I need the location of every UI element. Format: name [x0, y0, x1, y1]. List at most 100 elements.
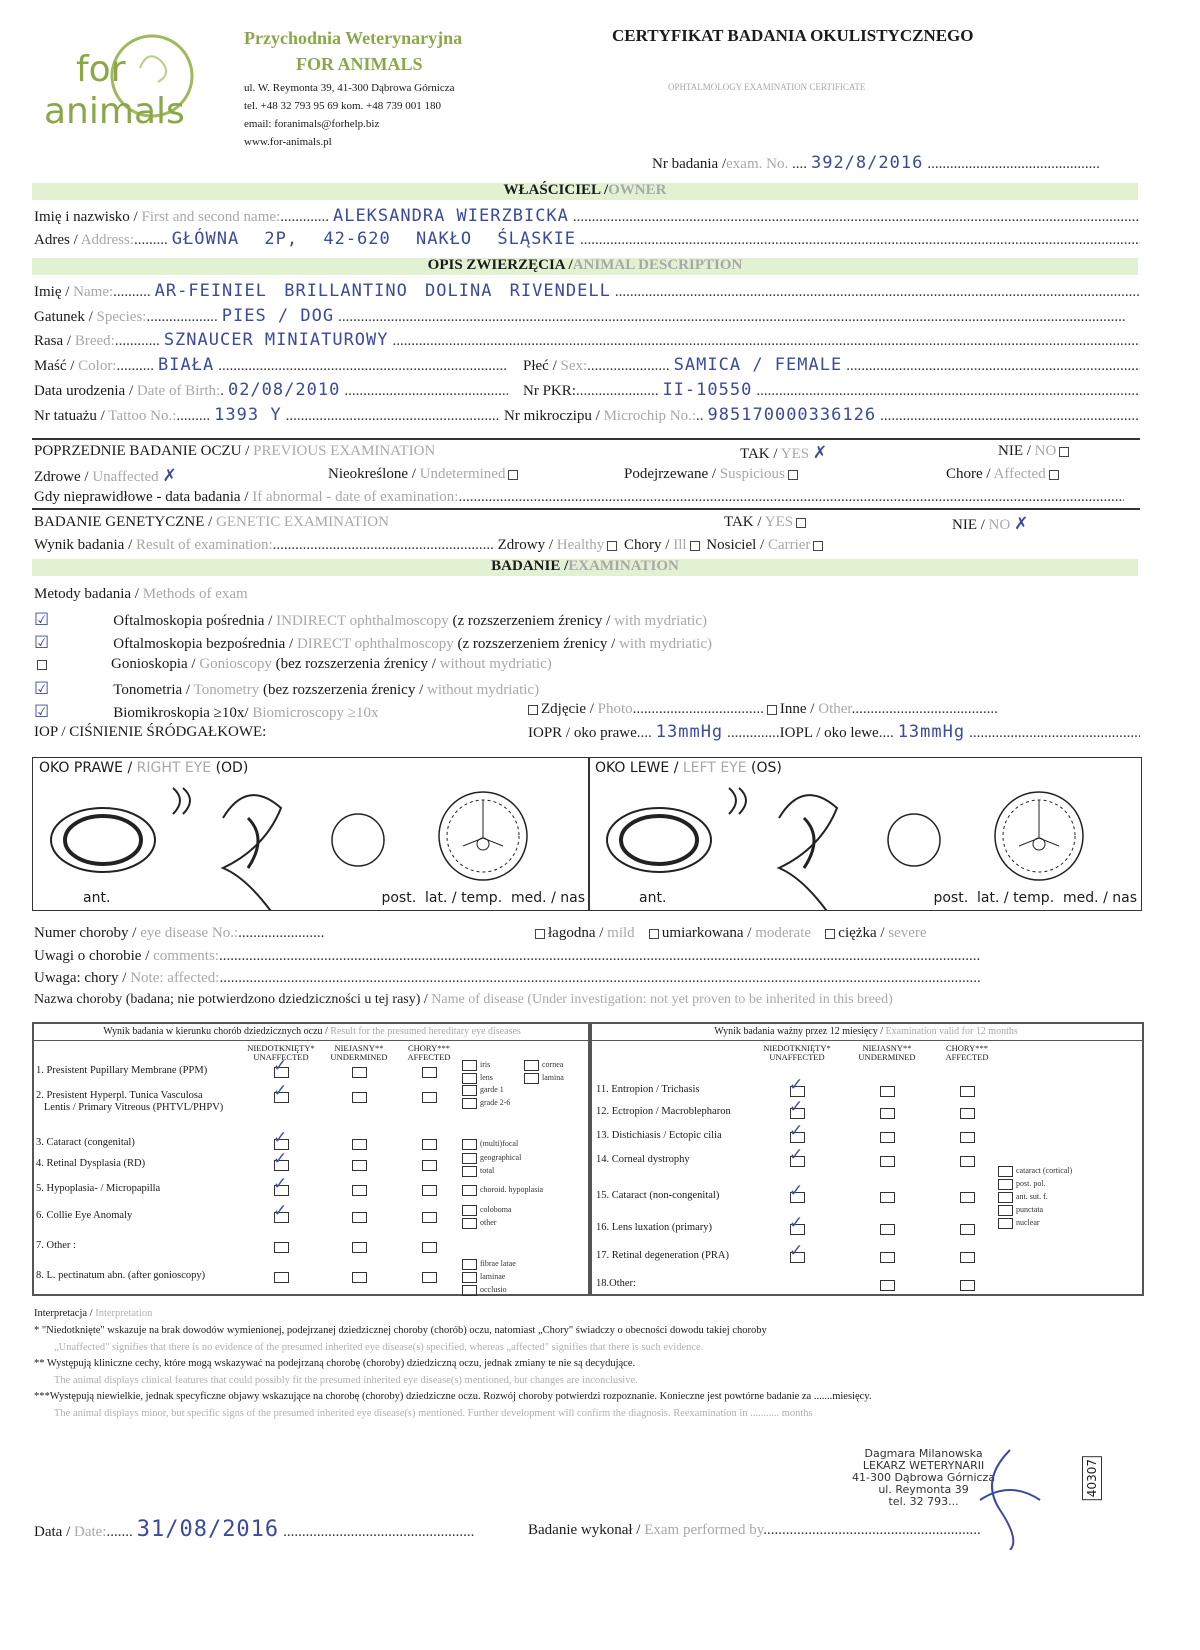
- affected-checkbox[interactable]: [960, 1086, 975, 1097]
- undetermined-checkbox[interactable]: [352, 1272, 367, 1283]
- sub-option-checkbox[interactable]: [998, 1179, 1013, 1190]
- checkbox[interactable]: [508, 469, 519, 480]
- undetermined-checkbox[interactable]: [880, 1086, 895, 1097]
- mild-checkbox[interactable]: [535, 928, 545, 939]
- left-eye-diagram[interactable]: OKO LEWE / LEFT EYE (OS) ant. post. lat.…: [588, 757, 1142, 911]
- sub-option-checkbox[interactable]: [462, 1139, 477, 1150]
- ill-checkbox[interactable]: [689, 540, 700, 551]
- moderate-checkbox[interactable]: [648, 928, 659, 939]
- undetermined-checkbox[interactable]: [352, 1139, 367, 1150]
- undetermined-checkbox[interactable]: [880, 1224, 895, 1235]
- affected-checkbox[interactable]: [422, 1212, 437, 1223]
- undetermined-checkbox[interactable]: [352, 1067, 367, 1078]
- affected-checkbox[interactable]: [422, 1272, 437, 1283]
- checkbox[interactable]: [787, 469, 798, 480]
- affected-checkbox[interactable]: [422, 1139, 437, 1150]
- unaffected-checkbox[interactable]: [274, 1242, 289, 1253]
- unaffected-checkbox[interactable]: [274, 1139, 289, 1150]
- method-item[interactable]: ☑ Biomikroskopia ≥10x/ Biomicroscopy ≥10x: [34, 702, 378, 722]
- undetermined-checkbox[interactable]: [352, 1185, 367, 1196]
- sub-option-checkbox[interactable]: [462, 1205, 477, 1216]
- checkbox[interactable]: [1048, 469, 1059, 480]
- photo-option[interactable]: Zdjęcie / Photo.........................…: [525, 701, 998, 718]
- checkbox[interactable]: [796, 517, 807, 528]
- right-eye-diagram[interactable]: OKO PRAWE / RIGHT EYE (OD) ant. post. la…: [32, 757, 590, 911]
- method-item[interactable]: Gonioskopia / Gonioscopy (bez rozszerzen…: [34, 656, 552, 673]
- undetermined-checkbox[interactable]: [352, 1160, 367, 1171]
- affected-checkbox[interactable]: [960, 1280, 975, 1291]
- unaffected-checkbox[interactable]: [274, 1272, 289, 1283]
- affected-checkbox[interactable]: [960, 1132, 975, 1143]
- affected-checkbox[interactable]: [960, 1156, 975, 1167]
- sub-option-checkbox[interactable]: [462, 1166, 477, 1177]
- affected-checkbox[interactable]: [422, 1067, 437, 1078]
- sub-option-checkbox[interactable]: [462, 1259, 477, 1270]
- affected-checkbox[interactable]: [960, 1252, 975, 1263]
- sub-option-checkbox[interactable]: [998, 1218, 1013, 1229]
- affected-option[interactable]: Chore / Affected: [946, 466, 1062, 483]
- other-checkbox[interactable]: [766, 704, 777, 715]
- sub-option-checkbox[interactable]: [462, 1060, 477, 1071]
- genetic-yes-option[interactable]: TAK / YES: [724, 514, 809, 531]
- sub-option-checkbox[interactable]: [998, 1205, 1013, 1216]
- unaffected-checkbox[interactable]: [790, 1108, 805, 1119]
- checked-mark[interactable]: ☑: [34, 633, 50, 653]
- affected-checkbox[interactable]: [422, 1242, 437, 1253]
- healthy-checkbox[interactable]: [607, 540, 618, 551]
- checked-mark[interactable]: ☑: [34, 610, 50, 630]
- unaffected-checkbox[interactable]: [274, 1160, 289, 1171]
- affected-checkbox[interactable]: [422, 1092, 437, 1103]
- unaffected-option[interactable]: Zdrowe / Unaffected ✗: [34, 466, 177, 486]
- previous-no-option[interactable]: NIE / NO: [998, 443, 1072, 460]
- unaffected-checkbox[interactable]: [274, 1067, 289, 1078]
- sub-option-checkbox[interactable]: [998, 1166, 1013, 1177]
- unaffected-checkbox[interactable]: [274, 1092, 289, 1103]
- previous-yes-option[interactable]: TAK / YES ✗: [740, 443, 827, 463]
- method-item[interactable]: ☑ Oftalmoskopia bezpośrednia / DIRECT oph…: [34, 633, 712, 653]
- affected-checkbox[interactable]: [960, 1192, 975, 1203]
- unaffected-checkbox[interactable]: [790, 1086, 805, 1097]
- carrier-checkbox[interactable]: [813, 540, 824, 551]
- unaffected-checkbox[interactable]: [790, 1252, 805, 1263]
- unaffected-checkbox[interactable]: [790, 1224, 805, 1235]
- undetermined-option[interactable]: Nieokreślone / Undetermined: [328, 466, 521, 483]
- sub-option-checkbox[interactable]: [462, 1285, 477, 1296]
- sub-option-checkbox[interactable]: [462, 1218, 477, 1229]
- genetic-no-option[interactable]: NIE / NO ✗: [952, 514, 1028, 534]
- checked-mark[interactable]: ☑: [34, 679, 50, 699]
- undetermined-checkbox[interactable]: [880, 1280, 895, 1291]
- affected-checkbox[interactable]: [422, 1185, 437, 1196]
- severe-checkbox[interactable]: [825, 928, 836, 939]
- unaffected-checkbox[interactable]: [274, 1185, 289, 1196]
- sub-option-checkbox[interactable]: [462, 1073, 477, 1084]
- undetermined-checkbox[interactable]: [880, 1156, 895, 1167]
- undetermined-checkbox[interactable]: [880, 1192, 895, 1203]
- sub-option-checkbox[interactable]: [462, 1098, 477, 1109]
- undetermined-checkbox[interactable]: [880, 1252, 895, 1263]
- sub-option-checkbox[interactable]: [462, 1272, 477, 1283]
- checkbox[interactable]: [528, 704, 538, 715]
- checked-mark[interactable]: ☑: [34, 702, 50, 722]
- method-item[interactable]: ☑ Tonometria / Tonometry (bez rozszerzeni…: [34, 679, 539, 699]
- sub-option-checkbox[interactable]: [462, 1153, 477, 1164]
- unaffected-checkbox[interactable]: [790, 1132, 805, 1143]
- undetermined-checkbox[interactable]: [352, 1212, 367, 1223]
- unaffected-checkbox[interactable]: [790, 1156, 805, 1167]
- sub-option-checkbox[interactable]: [524, 1073, 539, 1084]
- sub-option-checkbox[interactable]: [462, 1085, 477, 1096]
- unaffected-checkbox[interactable]: [274, 1212, 289, 1223]
- undetermined-checkbox[interactable]: [352, 1242, 367, 1253]
- undetermined-checkbox[interactable]: [880, 1132, 895, 1143]
- affected-checkbox[interactable]: [422, 1160, 437, 1171]
- suspicious-option[interactable]: Podejrzewane / Suspicious: [624, 466, 801, 483]
- affected-checkbox[interactable]: [960, 1224, 975, 1235]
- undetermined-checkbox[interactable]: [880, 1108, 895, 1119]
- checkbox[interactable]: [1059, 446, 1070, 457]
- undetermined-checkbox[interactable]: [352, 1092, 367, 1103]
- checkbox[interactable]: [37, 659, 47, 670]
- method-item[interactable]: ☑ Oftalmoskopia pośrednia / INDIRECT opht…: [34, 610, 707, 630]
- sub-option-checkbox[interactable]: [462, 1185, 477, 1196]
- unaffected-checkbox[interactable]: [790, 1192, 805, 1203]
- affected-checkbox[interactable]: [960, 1108, 975, 1119]
- sub-option-checkbox[interactable]: [524, 1060, 539, 1071]
